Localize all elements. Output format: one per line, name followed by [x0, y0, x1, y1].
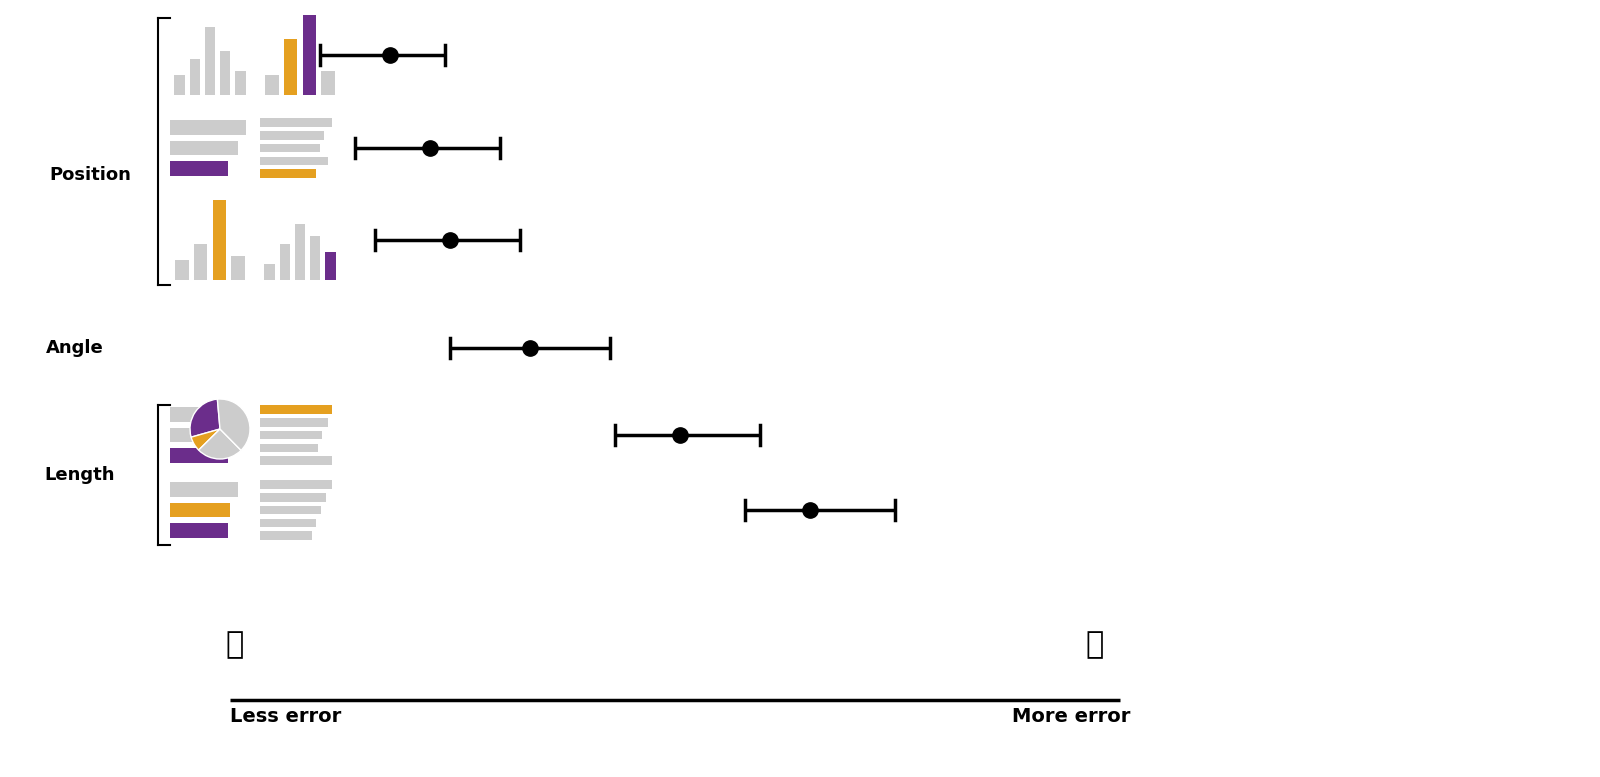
Text: Less error: Less error	[230, 706, 341, 726]
Bar	[170, 428, 230, 442]
Bar	[259, 169, 317, 178]
Bar	[310, 236, 320, 280]
Bar	[170, 448, 227, 462]
Text: Length: Length	[45, 466, 115, 484]
Bar	[170, 524, 227, 538]
Bar	[259, 506, 320, 514]
Bar	[170, 503, 230, 517]
Bar	[259, 444, 317, 452]
Bar	[259, 144, 320, 152]
Bar	[219, 51, 230, 95]
Wedge shape	[198, 429, 242, 459]
Bar	[189, 59, 200, 95]
Bar	[322, 71, 334, 95]
Text: 👍: 👍	[226, 630, 245, 660]
Bar	[266, 75, 278, 95]
Bar	[259, 480, 333, 489]
Bar	[174, 75, 186, 95]
Bar	[170, 407, 238, 422]
Bar	[259, 493, 326, 501]
Bar	[285, 39, 298, 95]
Wedge shape	[218, 399, 250, 451]
Bar	[170, 483, 238, 497]
Bar	[170, 141, 238, 155]
Bar	[205, 27, 216, 95]
Bar	[259, 118, 333, 127]
Wedge shape	[190, 399, 221, 437]
Text: More error: More error	[1011, 706, 1130, 726]
Text: Position: Position	[50, 166, 131, 184]
Bar	[264, 264, 275, 280]
Bar	[232, 256, 245, 280]
Bar	[259, 418, 328, 427]
Wedge shape	[190, 429, 221, 450]
Bar	[259, 406, 333, 413]
Bar	[259, 131, 323, 140]
Bar	[294, 224, 306, 280]
Bar	[213, 200, 226, 280]
Bar	[325, 252, 336, 280]
Bar	[302, 15, 315, 95]
Text: 👎: 👎	[1086, 630, 1104, 660]
Bar	[170, 120, 246, 134]
Bar	[259, 156, 328, 165]
Bar	[259, 456, 333, 465]
Bar	[259, 518, 317, 527]
Bar	[259, 430, 322, 439]
Bar	[194, 244, 208, 280]
Bar	[259, 531, 312, 540]
Text: Angle: Angle	[46, 339, 104, 357]
Bar	[170, 162, 227, 176]
Bar	[280, 244, 290, 280]
Bar	[176, 260, 189, 280]
Bar	[235, 71, 245, 95]
